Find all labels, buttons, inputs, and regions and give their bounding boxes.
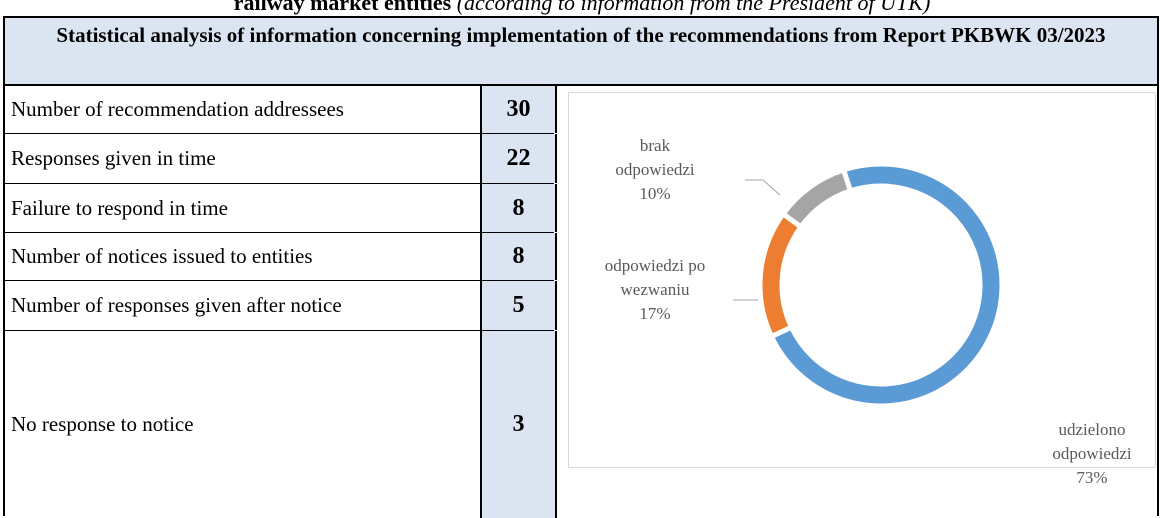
donut-segment <box>768 161 1005 409</box>
leader-line <box>745 179 781 196</box>
row-label: Number of notices issued to entities <box>11 244 313 268</box>
caption-title: railway market entities <box>233 0 452 15</box>
data-label-category: udzielono odpowiedzi <box>1052 420 1132 463</box>
table-row: Number of recommendation addressees 30 <box>5 86 557 134</box>
caption: railway market entities (according to in… <box>0 0 1164 16</box>
row-value: 22 <box>480 134 557 183</box>
caption-note: (according to information from the Presi… <box>456 0 931 15</box>
row-label: No response to notice <box>11 412 194 436</box>
data-label: odpowiedzi po wezwaniu 17% <box>590 254 720 326</box>
row-value: 30 <box>480 86 557 133</box>
data-label-value: 10% <box>639 184 671 203</box>
row-label: Number of recommendation addressees <box>11 97 344 121</box>
row-value: 5 <box>480 281 557 330</box>
donut-segment <box>757 210 805 340</box>
row-label: Failure to respond in time <box>11 195 228 220</box>
table-row: Failure to respond in time 8 <box>5 184 557 233</box>
data-label-value: 17% <box>639 304 671 323</box>
row-value: 3 <box>480 331 557 518</box>
data-label-category: brak odpowiedzi <box>615 136 695 179</box>
data-label-category: odpowiedzi po wezwaniu <box>604 256 706 299</box>
table-row: No response to notice 3 <box>5 331 557 518</box>
table: Statistical analysis of information conc… <box>3 16 1159 518</box>
table-header: Statistical analysis of information conc… <box>5 18 1157 86</box>
chart-frame <box>568 92 1156 468</box>
table-row: Number of responses given after notice 5 <box>5 281 557 331</box>
row-label: Responses given in time <box>11 146 216 170</box>
data-label-value: 73% <box>1076 468 1108 487</box>
donut-segment <box>779 166 854 231</box>
row-value: 8 <box>480 184 557 232</box>
data-label: brak odpowiedzi 10% <box>600 134 710 206</box>
data-label: udzielono odpowiedzi 73% <box>1032 418 1152 490</box>
row-value: 8 <box>480 233 557 280</box>
table-row: Responses given in time 22 <box>5 134 557 184</box>
table-row: Number of notices issued to entities 8 <box>5 233 557 281</box>
row-label: Number of responses given after notice <box>11 293 342 317</box>
